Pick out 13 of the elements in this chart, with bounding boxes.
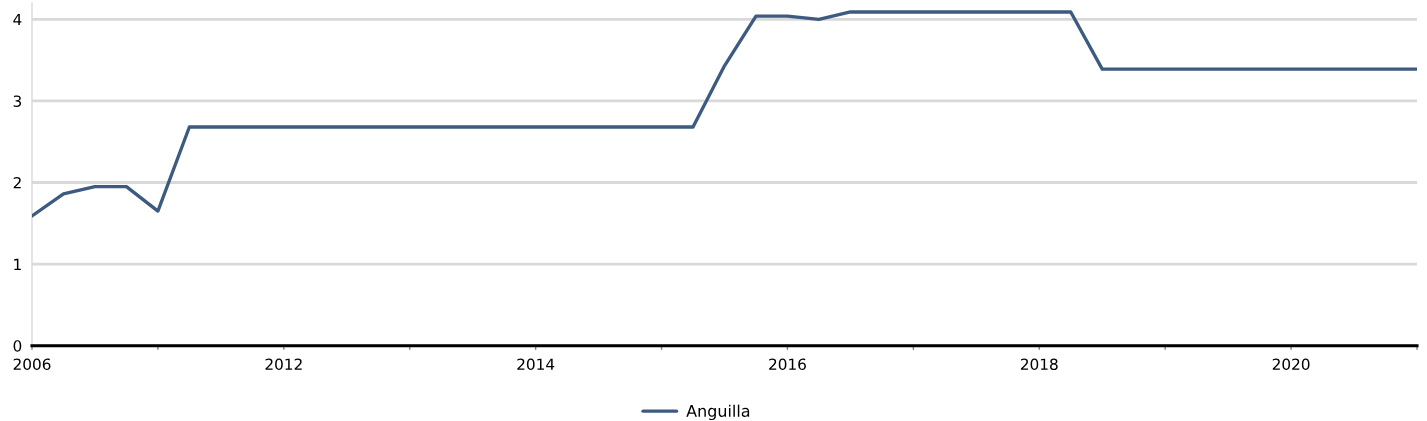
y-tick-label: 3 <box>13 95 22 107</box>
y-tick-label: 4 <box>13 13 22 26</box>
line-series <box>32 10 1417 218</box>
x-tick-label: 2014 <box>517 358 555 371</box>
x-tick-label: 2018 <box>1020 358 1058 371</box>
x-tick-label: 2020 <box>1272 358 1310 371</box>
legend-label: Anguilla <box>686 404 750 421</box>
y-tick-label: 2 <box>13 176 21 189</box>
y-tick-label: 0 <box>13 340 22 352</box>
y-tick-label: 1 <box>14 258 21 270</box>
x-tick-label: 2016 <box>769 358 806 371</box>
x-tick-label: 2012 <box>265 358 302 371</box>
x-tick-label: 2006 <box>13 358 51 371</box>
